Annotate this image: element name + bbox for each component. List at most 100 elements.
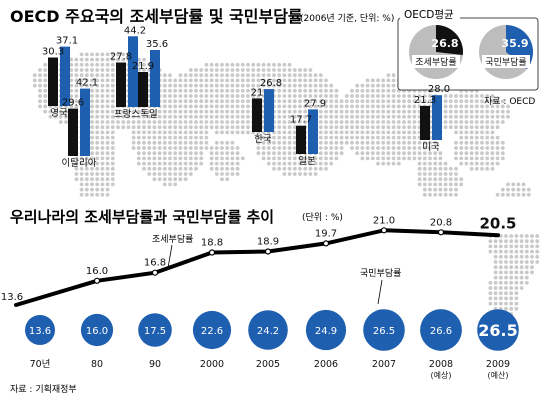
map-dot xyxy=(298,156,302,161)
map-dot xyxy=(376,83,380,88)
map-dot xyxy=(308,156,313,161)
map-dot xyxy=(365,135,370,140)
map-dot xyxy=(225,99,230,104)
map-dot xyxy=(509,254,514,259)
map-dot xyxy=(334,120,339,124)
map-dot xyxy=(428,187,432,192)
map-dot xyxy=(173,99,178,104)
map-dot xyxy=(126,114,131,119)
map-dot xyxy=(84,187,89,192)
map-dot xyxy=(493,286,498,290)
map-dot xyxy=(443,177,448,182)
map-dot xyxy=(157,166,162,171)
map-dot xyxy=(74,177,79,182)
map-dot xyxy=(428,177,432,182)
bar-national-burden xyxy=(80,88,90,156)
map-dot xyxy=(504,275,508,280)
map-dot xyxy=(209,166,214,171)
map-dot xyxy=(84,68,89,72)
map-dot xyxy=(272,151,276,156)
map-dot xyxy=(412,146,417,150)
map-dot xyxy=(498,296,503,301)
map-dot xyxy=(386,73,391,78)
map-dot xyxy=(402,146,406,150)
map-dot xyxy=(334,130,339,135)
map-dot xyxy=(480,151,484,156)
map-dot xyxy=(194,73,198,78)
map-dot xyxy=(220,88,224,93)
map-dot xyxy=(214,78,219,83)
map-dot xyxy=(142,161,146,166)
map-dot xyxy=(509,234,514,238)
map-dot xyxy=(282,73,287,78)
map-dot xyxy=(147,120,152,124)
map-dot xyxy=(277,161,282,166)
map-dot xyxy=(183,83,188,88)
country-label: 한국 xyxy=(254,134,272,145)
map-dot xyxy=(339,151,344,156)
map-dot xyxy=(90,187,94,192)
map-dot xyxy=(266,83,271,88)
map-dot xyxy=(524,280,529,285)
map-dot xyxy=(459,177,464,182)
map-dot xyxy=(162,114,167,119)
map-dot xyxy=(209,62,214,67)
map-dot xyxy=(142,156,146,161)
map-dot xyxy=(287,104,292,109)
map-dot xyxy=(530,270,534,275)
map-dot xyxy=(194,88,198,93)
map-dot xyxy=(506,109,510,114)
map-dot xyxy=(282,99,287,104)
circle-series-pointer xyxy=(377,279,383,305)
map-dot xyxy=(495,104,500,109)
map-dot xyxy=(370,135,375,140)
map-dot xyxy=(194,99,198,104)
map-dot xyxy=(524,275,529,280)
map-dot xyxy=(391,83,396,88)
map-dot xyxy=(355,94,360,98)
map-dot xyxy=(95,57,100,62)
map-dot xyxy=(162,182,167,187)
map-dot xyxy=(136,135,141,140)
map-dot xyxy=(303,88,308,93)
map-dot xyxy=(38,99,42,104)
map-dot xyxy=(230,94,235,98)
map-dot xyxy=(251,68,256,72)
map-dot xyxy=(318,161,323,166)
map-dot xyxy=(339,130,344,135)
map-dot xyxy=(417,140,422,145)
map-dot xyxy=(504,265,508,270)
map-dot xyxy=(235,83,240,88)
map-dot xyxy=(152,130,157,135)
map-dot xyxy=(95,88,100,93)
map-dot xyxy=(105,146,110,150)
map-dot xyxy=(511,187,516,192)
national-burden-circle xyxy=(138,313,172,347)
tax-burden-value-label: 21.0 xyxy=(373,215,395,226)
map-dot xyxy=(386,130,391,135)
map-dot xyxy=(287,135,292,140)
tax-burden-point xyxy=(264,248,272,255)
map-dot xyxy=(402,140,406,145)
map-dot xyxy=(256,146,261,150)
country-label: 프랑스 xyxy=(114,108,140,120)
map-dot xyxy=(209,99,214,104)
map-dot xyxy=(272,166,276,171)
map-dot xyxy=(480,125,484,130)
tax-burden-value-label: 20.5 xyxy=(479,214,516,232)
legend-title: OECD평균 xyxy=(404,9,454,21)
map-dot xyxy=(329,125,334,130)
map-dot xyxy=(282,109,287,114)
map-dot xyxy=(183,166,188,171)
map-dot xyxy=(422,146,427,150)
map-dot xyxy=(235,166,240,171)
map-dot xyxy=(209,83,214,88)
map-dot xyxy=(438,161,443,166)
map-dot xyxy=(493,291,498,296)
map-dot xyxy=(433,182,438,187)
map-dot xyxy=(225,88,230,93)
bar-value-label-tax: 29.6 xyxy=(62,98,84,109)
map-dot xyxy=(500,151,505,156)
map-dot xyxy=(90,83,94,88)
